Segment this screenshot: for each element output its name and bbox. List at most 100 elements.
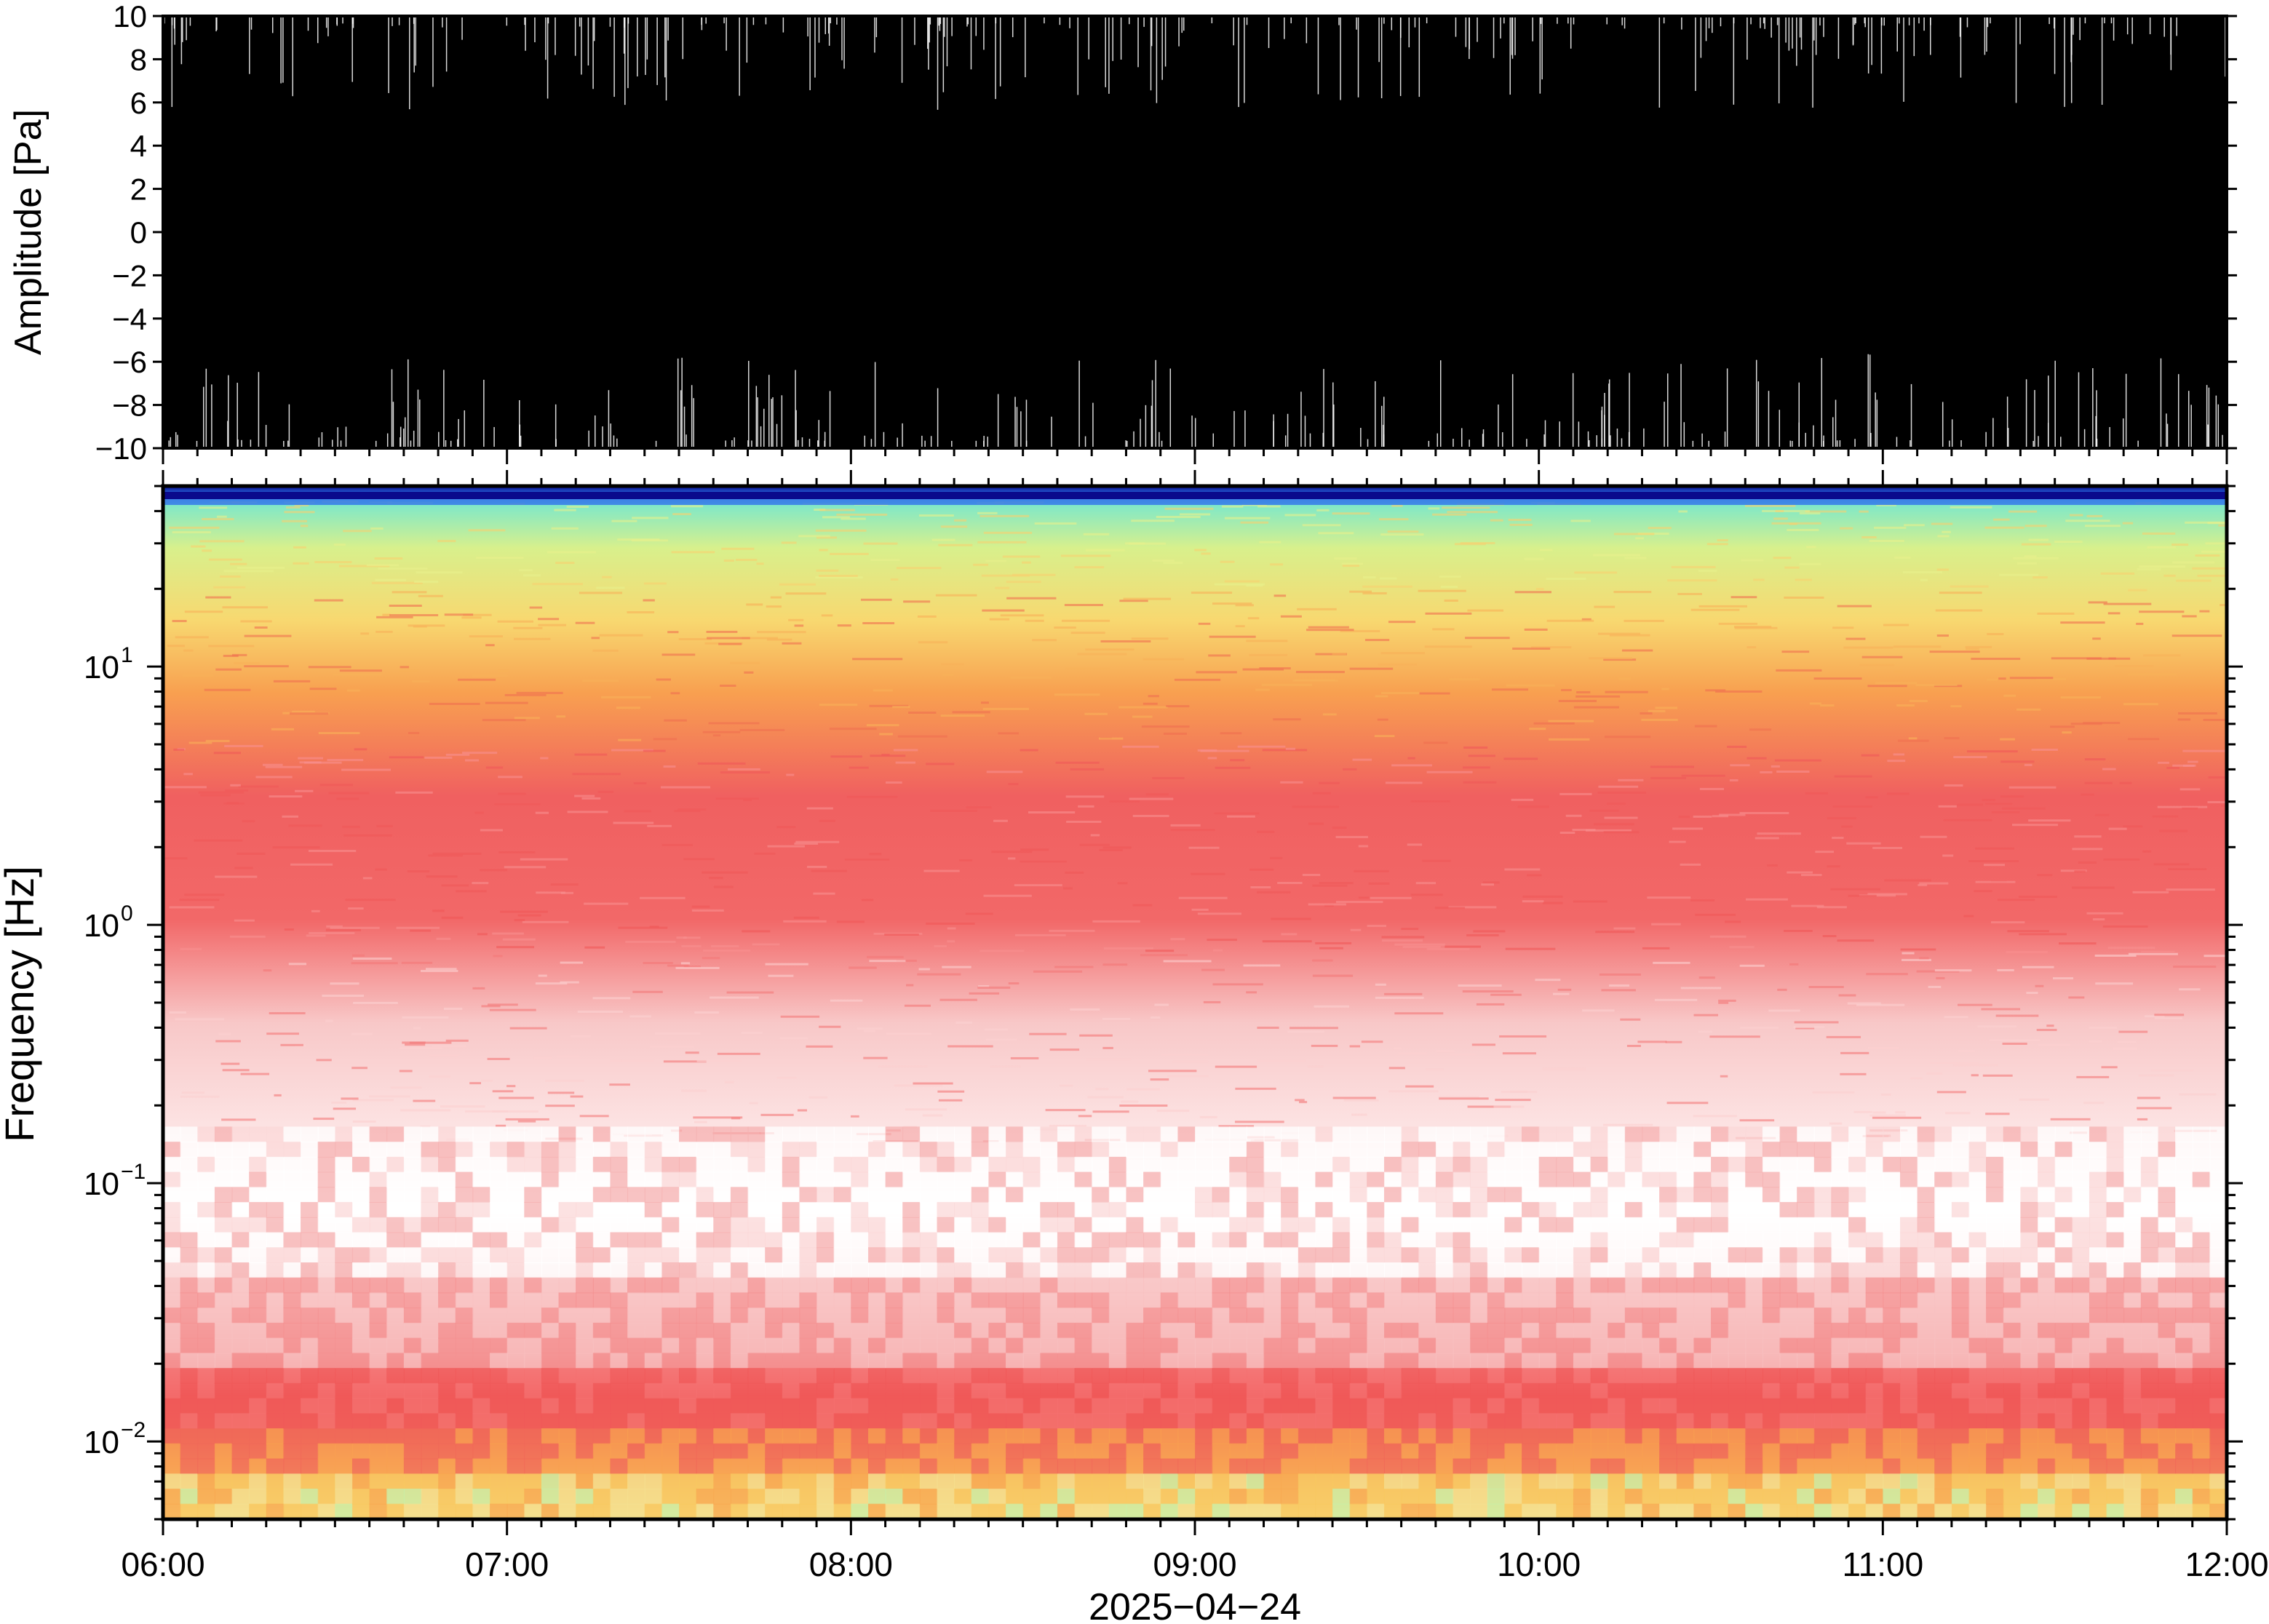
spectrogram-cell — [1899, 1126, 1918, 1143]
spectrogram-cell — [490, 1488, 508, 1505]
spectrogram-cell — [1470, 1488, 1488, 1505]
spectrogram-cell — [1092, 1443, 1110, 1460]
spectrogram-striation — [1230, 759, 1245, 762]
spectrogram-cell — [1418, 1413, 1436, 1430]
spectrogram-cell — [644, 1337, 663, 1354]
spectrogram-cell — [919, 1262, 938, 1278]
spectrogram-striation — [938, 544, 973, 546]
spectrogram-cell — [1831, 1488, 1850, 1505]
spectrogram-cell — [799, 1398, 818, 1414]
spectrogram-striation — [2037, 874, 2053, 877]
spectrogram-cell — [541, 1458, 560, 1475]
spectrogram-striation — [2103, 858, 2140, 861]
spectrogram-cell — [1590, 1382, 1609, 1399]
spectrogram-striation — [1491, 688, 1529, 691]
spectrogram-cell — [421, 1142, 440, 1158]
spectrogram-cell — [1108, 1277, 1127, 1294]
spectrogram-striation — [535, 982, 568, 985]
spectrogram-cell — [1367, 1292, 1385, 1309]
spectrogram-cell — [1092, 1353, 1110, 1369]
spectrogram-cell — [696, 1413, 715, 1430]
spectrogram-striation — [1998, 677, 2006, 680]
spectrogram-cell — [1006, 1171, 1024, 1188]
spectrogram-cell — [1899, 1292, 1918, 1309]
spectrogram-cell — [1349, 1307, 1368, 1324]
spectrogram-cell — [747, 1443, 766, 1460]
spectrogram-cell — [163, 1488, 181, 1505]
spectrogram-cell — [1779, 1488, 1798, 1505]
spectrogram-cell — [1212, 1217, 1231, 1233]
spectrogram-cell — [1711, 1247, 1729, 1263]
spectrogram-cell — [1573, 1232, 1592, 1249]
spectrogram-cell — [1022, 1322, 1041, 1339]
spectrogram-striation — [1467, 1105, 1511, 1108]
spectrogram-striation — [1240, 521, 1268, 524]
spectrogram-striation — [2113, 1047, 2137, 1050]
spectrogram-striation — [579, 1115, 609, 1118]
spectrogram-cell — [1693, 1382, 1712, 1399]
spectrogram-cell — [472, 1202, 491, 1218]
spectrogram-cell — [2089, 1307, 2107, 1324]
spectrogram-cell — [576, 1292, 594, 1309]
spectrogram-striation — [1757, 832, 1801, 835]
spectrogram-striation — [1794, 1021, 1839, 1024]
spectrogram-cell — [2106, 1277, 2125, 1294]
spectrogram-cell — [1556, 1171, 1574, 1188]
spectrogram-cell — [541, 1473, 560, 1489]
spectrogram-cell — [902, 1443, 921, 1460]
spectrogram-striation — [2088, 1040, 2102, 1043]
spectrogram-striation — [1902, 958, 1931, 961]
spectrogram-striation — [295, 789, 314, 792]
spectrogram-cell — [696, 1458, 715, 1475]
spectrogram-cell — [335, 1232, 353, 1249]
spectrogram-cell — [1401, 1473, 1420, 1489]
spectrogram-striation — [1624, 557, 1647, 560]
spectrogram-cell — [1143, 1277, 1161, 1294]
spectrogram-striation — [1010, 676, 1052, 679]
spectrogram-cell — [1590, 1458, 1609, 1475]
spectrogram-cell — [524, 1428, 542, 1444]
spectrogram-striation — [1729, 946, 1755, 949]
spectrogram-striation — [1784, 566, 1800, 569]
spectrogram-striation — [1893, 753, 1905, 756]
spectrogram-cell — [490, 1428, 508, 1444]
spectrogram-cell — [1968, 1503, 1987, 1519]
spectrogram-cell — [1195, 1156, 1213, 1173]
spectrogram-cell — [696, 1187, 715, 1203]
spectrogram-cell — [1676, 1142, 1695, 1158]
spectrogram-cell — [851, 1368, 869, 1384]
spectrogram-cell — [2020, 1503, 2039, 1519]
spectrogram-cell — [1487, 1247, 1506, 1263]
spectrogram-cell — [1453, 1488, 1471, 1505]
spectrogram-cell — [335, 1322, 353, 1339]
spectrogram-striation — [1902, 570, 1943, 573]
spectrogram-cell — [524, 1202, 542, 1218]
spectrogram-cell — [1022, 1353, 1041, 1369]
spectrogram-striation — [1747, 646, 1757, 649]
spectrogram-cell — [2089, 1368, 2107, 1384]
spectrogram-cell — [1177, 1187, 1196, 1203]
spectrogram-cell — [1418, 1458, 1436, 1475]
spectrogram-cell — [661, 1292, 680, 1309]
spectrogram-striation — [2220, 604, 2227, 607]
spectrogram-cell — [2020, 1292, 2039, 1309]
spectrogram-cell — [610, 1156, 629, 1173]
spectrogram-cell — [490, 1187, 508, 1203]
spectrogram-striation — [1220, 560, 1235, 563]
spectrogram-cell — [730, 1171, 749, 1188]
spectrogram-cell — [799, 1262, 818, 1278]
spectrogram-striation — [918, 968, 930, 971]
spectrogram-cell — [1092, 1187, 1110, 1203]
spectrogram-cell — [266, 1142, 285, 1158]
spectrogram-cell — [1212, 1488, 1231, 1505]
spectrogram-cell — [1934, 1142, 1952, 1158]
spectrogram-cell — [2123, 1262, 2142, 1278]
spectrogram-cell — [2038, 1473, 2056, 1489]
spectrogram-cell — [1659, 1232, 1677, 1249]
spectrogram-striation — [560, 891, 573, 894]
spectrogram-cell — [180, 1171, 199, 1188]
spectrogram-cell — [919, 1232, 938, 1249]
spectrogram-cell — [851, 1337, 869, 1354]
spectrogram-cell — [1762, 1262, 1781, 1278]
